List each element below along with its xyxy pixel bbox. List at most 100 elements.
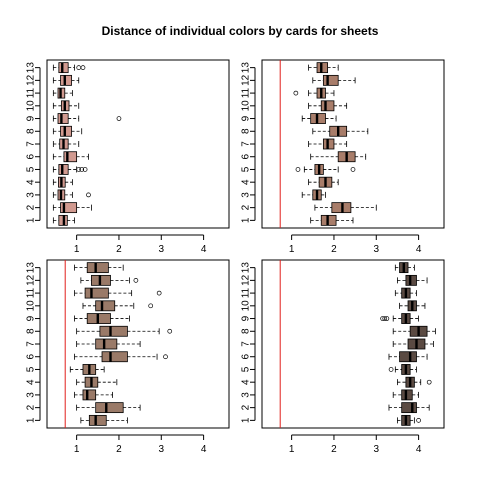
box-9 (380, 313, 420, 324)
y-tick-label: 6 (241, 154, 252, 160)
box-8 (76, 325, 173, 337)
y-tick-label: 5 (241, 166, 252, 172)
box-iqr (82, 389, 97, 401)
outlier-point (80, 65, 86, 70)
box-9 (52, 113, 122, 124)
x-tick-label: 1 (289, 444, 295, 455)
box-iqr (101, 351, 128, 363)
y-tick-label: 6 (26, 154, 37, 160)
box-1 (397, 414, 421, 426)
y-tick-label: 1 (26, 417, 37, 423)
outlier-point (133, 278, 139, 283)
box-8 (312, 125, 369, 137)
y-tick-label: 2 (26, 404, 37, 410)
outlier-point (426, 379, 432, 385)
outlier-point (148, 303, 154, 309)
x-tick-label: 4 (416, 444, 422, 455)
y-tick-label: 7 (241, 141, 252, 147)
plot-frame (261, 59, 445, 229)
y-tick-label: 9 (241, 115, 252, 121)
y-tick-label: 12 (26, 74, 37, 86)
x-tick-label: 2 (116, 244, 122, 255)
outlier-point (167, 328, 173, 334)
y-tick-label: 8 (241, 328, 252, 334)
box-4 (52, 176, 73, 188)
box-iqr (60, 202, 78, 214)
outlier-point (293, 90, 299, 96)
box-6 (74, 351, 168, 363)
y-tick-label: 2 (26, 204, 37, 210)
x-tick-label: 3 (158, 244, 164, 255)
box-1 (310, 214, 354, 226)
x-tick-label: 2 (116, 444, 122, 455)
box-12 (80, 274, 139, 286)
y-tick-label: 7 (241, 341, 252, 347)
y-tick-label: 12 (241, 274, 252, 286)
box-iqr (60, 74, 72, 86)
y-tick-label: 10 (26, 300, 37, 312)
box-13 (308, 62, 339, 74)
box-13 (52, 62, 86, 74)
box-iqr (95, 338, 118, 350)
outlier-point (116, 116, 122, 121)
box-1 (52, 214, 75, 226)
box-iqr (57, 113, 69, 124)
y-tick-label: 4 (26, 179, 37, 185)
box-3 (74, 389, 114, 401)
y-tick-label: 9 (26, 115, 37, 121)
x-tick-label: 4 (416, 244, 422, 255)
y-tick-label: 13 (26, 262, 37, 274)
box-11 (52, 87, 73, 99)
box-3 (52, 189, 91, 201)
box-6 (52, 151, 89, 163)
y-tick-label: 5 (241, 366, 252, 372)
box-13 (74, 262, 124, 274)
y-tick-label: 4 (241, 379, 252, 385)
box-8 (52, 125, 83, 137)
box-12 (397, 274, 428, 286)
box-iqr (95, 300, 116, 312)
y-tick-label: 6 (241, 354, 252, 360)
box-11 (74, 287, 162, 299)
plot-frame (46, 259, 230, 429)
outlier-point (76, 65, 82, 70)
box-iqr (58, 62, 69, 74)
outlier-point (416, 418, 421, 423)
box-5 (388, 364, 417, 375)
box-10 (399, 300, 426, 312)
outlier-point (163, 354, 168, 360)
box-2 (388, 402, 430, 414)
outlier-point (388, 367, 394, 372)
outlier-point (350, 167, 356, 172)
box-5 (295, 164, 356, 175)
x-tick-label: 4 (201, 244, 207, 255)
y-tick-label: 13 (26, 62, 37, 74)
box-iqr (322, 74, 339, 86)
y-tick-label: 8 (26, 328, 37, 334)
box-13 (394, 262, 415, 274)
outlier-point (382, 316, 388, 321)
y-tick-label: 11 (26, 287, 37, 298)
box-11 (394, 287, 417, 299)
box-9 (74, 313, 130, 324)
plot-frame (261, 259, 445, 429)
box-1 (80, 414, 128, 426)
y-tick-label: 10 (241, 300, 252, 312)
box-4 (76, 376, 118, 388)
box-10 (308, 100, 348, 112)
x-tick-label: 2 (331, 444, 337, 455)
box-iqr (60, 125, 72, 137)
box-iqr (86, 262, 109, 274)
box-2 (52, 202, 92, 214)
box-12 (52, 74, 80, 86)
y-tick-label: 8 (26, 128, 37, 134)
box-5 (52, 164, 88, 175)
y-tick-label: 3 (241, 392, 252, 398)
box-7 (52, 138, 80, 150)
outlier-point (384, 316, 390, 321)
x-tick-label: 2 (331, 244, 337, 255)
box-8 (392, 325, 436, 337)
